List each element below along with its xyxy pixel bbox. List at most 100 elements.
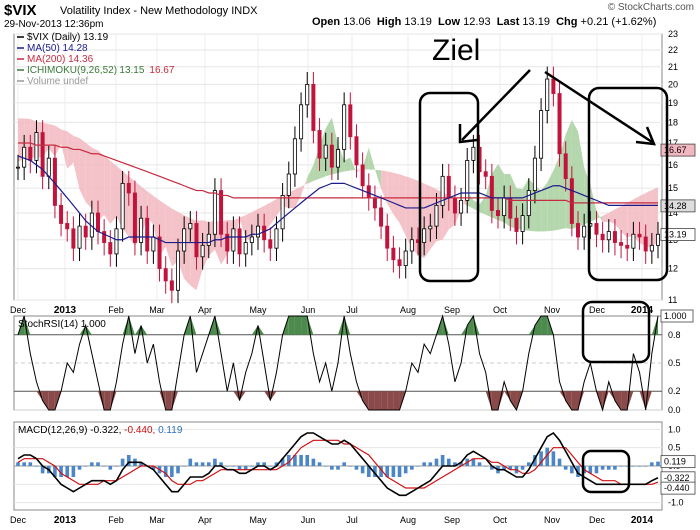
month-label: May: [249, 305, 267, 315]
stochrsi-oversold-fill: [42, 391, 49, 410]
macd-histogram-bar: [323, 466, 328, 467]
macd-value-tag: [660, 481, 696, 495]
macd-histogram-bar: [379, 466, 383, 477]
month-label: Jun: [301, 515, 316, 525]
stochrsi-value-tag-label: 1.000: [664, 311, 687, 321]
stochrsi-oversold-fill: [504, 391, 511, 401]
macd-value-tag-label: -0.440: [664, 483, 690, 493]
macd-histogram-bar: [619, 466, 623, 467]
annotation-arrowhead-right: [635, 126, 656, 146]
stochrsi-overbought-fill: [128, 316, 135, 335]
ichimoku-cloud-segment: [430, 186, 437, 250]
ichimoku-cloud-segment: [553, 156, 560, 231]
macd-histogram-bar: [637, 466, 642, 467]
stochrsi-oversold-fill: [614, 391, 622, 410]
stochrsi-oversold-fill: [98, 391, 105, 410]
macd-histogram-bar: [299, 455, 303, 466]
stochrsi-oversold-fill: [510, 391, 517, 410]
ichimoku-cloud-segment: [91, 147, 98, 222]
macd-histogram-bar: [453, 462, 457, 466]
price-candle: [77, 225, 82, 249]
price-candle: [262, 225, 267, 241]
macd-histogram-bar: [440, 455, 445, 466]
macd-histogram-bar: [16, 462, 20, 466]
month-label: Dec: [10, 515, 27, 525]
macd-histogram-bar: [403, 466, 408, 474]
macd-histogram-bar: [483, 466, 488, 467]
price-candle: [366, 185, 371, 199]
month-label: Aug: [400, 305, 416, 315]
macd-histogram-bar: [311, 458, 316, 466]
month-label: Dec: [10, 305, 27, 315]
macd-histogram-bar: [588, 466, 593, 474]
price-tick-label: 11: [668, 295, 677, 305]
price-candle: [249, 236, 254, 243]
macd-histogram-bar: [594, 466, 599, 474]
legend-label: MA(200) 14.36: [27, 54, 94, 65]
macd-histogram-bar: [219, 462, 223, 466]
price-candle: [563, 153, 568, 180]
price-candle: [452, 197, 457, 214]
ichimoku-cloud-segment: [602, 212, 609, 223]
macd-histogram-bar: [286, 455, 291, 466]
price-tick-label: 15: [668, 183, 678, 193]
price-candle: [354, 136, 359, 166]
month-label: Jun: [301, 305, 316, 315]
macd-histogram-bar: [526, 462, 531, 466]
stochrsi-oversold-fill: [110, 391, 117, 410]
stochrsi-oversold-fill: [159, 391, 166, 410]
stochrsi-oversold-fill: [602, 391, 609, 410]
price-candle: [268, 239, 273, 249]
macd-histogram-bar: [163, 466, 168, 477]
price-tick-label: 19: [668, 98, 678, 108]
stochrsi-oversold-fill: [491, 391, 498, 410]
ichimoku-cloud-segment: [79, 138, 86, 203]
stochrsi-tick-label: 0.8: [668, 330, 681, 340]
macd-histogram-bar: [342, 462, 346, 466]
macd-histogram-bar: [126, 455, 131, 466]
macd-histogram-bar: [656, 461, 660, 466]
macd-histogram-bar: [551, 451, 556, 466]
price-candle: [471, 146, 476, 161]
price-candle: [643, 236, 648, 252]
stochrsi-oversold-fill: [565, 391, 572, 410]
price-candle: [545, 78, 550, 111]
macd-histogram-bar: [305, 455, 310, 466]
price-candle: [428, 225, 433, 230]
stochrsi-overbought-fill: [534, 316, 542, 335]
macd-histogram-bar: [213, 458, 217, 466]
price-candle: [114, 228, 119, 255]
month-label: Dec: [589, 305, 606, 315]
ichimoku-cloud-segment: [344, 157, 351, 172]
macd-histogram-bar: [194, 462, 199, 466]
price-candle: [237, 228, 242, 255]
stochrsi-oversold-fill: [356, 391, 363, 401]
price-candle: [317, 130, 322, 159]
ichimoku-cloud-segment: [239, 215, 246, 239]
macd-histogram-bar: [40, 466, 45, 474]
price-candle: [151, 236, 156, 252]
macd-histogram-bar: [250, 466, 254, 467]
price-tick-label: 21: [668, 62, 678, 72]
price-candle: [619, 242, 624, 246]
price-candle: [360, 164, 365, 187]
macd-histogram-bar: [59, 466, 63, 477]
macd-title-part: -0.322,: [90, 425, 124, 436]
stochrsi-tick-label: 0.5: [668, 358, 681, 368]
ichimoku-cloud-segment: [368, 147, 375, 170]
ichimoku-cloud-segment: [307, 165, 314, 184]
macd-histogram-bar: [237, 466, 242, 470]
stochrsi-oversold-fill: [608, 391, 615, 401]
stochrsi-oversold-fill: [368, 391, 375, 410]
price-candle: [514, 217, 519, 232]
stochrsi-oversold-fill: [639, 391, 646, 410]
ichimoku-cloud-segment: [645, 190, 652, 249]
stochrsi-overbought-fill: [541, 316, 548, 335]
price-candle: [163, 268, 168, 282]
macd-histogram-bar: [422, 462, 426, 466]
macd-tick-label: 0.5: [668, 443, 681, 453]
macd-histogram-bar: [557, 458, 562, 466]
ichimoku-cloud-segment: [405, 176, 412, 249]
macd-histogram-bar: [385, 466, 390, 477]
macd-title-part: MACD(12,26,9): [18, 425, 90, 436]
